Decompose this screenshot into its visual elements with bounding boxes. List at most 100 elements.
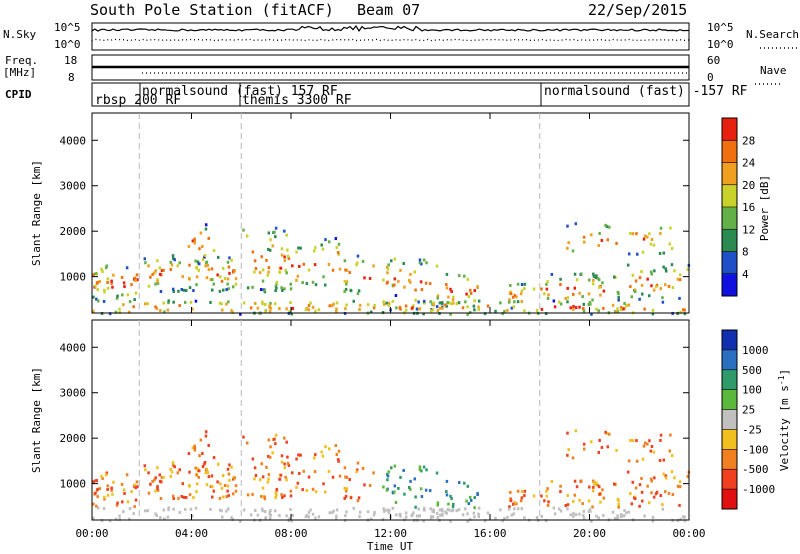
power-echo-cell xyxy=(523,309,526,313)
velocity-echo-cell xyxy=(210,495,214,499)
velocity-echo-cell xyxy=(280,460,284,464)
velocity-echo-cell xyxy=(669,433,672,437)
velocity-echo-cell xyxy=(356,499,360,503)
colorbar-segment xyxy=(722,140,737,163)
velocity-echo-cell xyxy=(473,506,476,510)
velocity-echo-cell xyxy=(647,501,651,505)
velocity-echo-cell xyxy=(465,499,468,503)
power-echo-cell xyxy=(125,266,129,270)
cpid-label: CPID xyxy=(5,88,32,101)
power-echo-cell xyxy=(169,267,173,271)
velocity-echo-cell xyxy=(170,470,174,474)
power-echo-cell xyxy=(612,275,616,279)
mode-boundary-lines xyxy=(138,113,541,520)
velocity-echo-cell xyxy=(650,491,653,495)
power-echo-cell xyxy=(286,248,289,252)
velocity-echo-cell xyxy=(545,489,548,493)
power-echo-cell xyxy=(395,306,398,310)
power-echo-cell xyxy=(435,305,439,309)
velocity-echo-cell xyxy=(295,485,298,489)
power-echo-cell xyxy=(604,223,607,227)
velocity-echo-cell xyxy=(676,484,680,488)
power-echo-cell xyxy=(588,301,592,305)
velocity-echo-cell xyxy=(249,513,253,517)
velocity-echo-cell xyxy=(220,486,224,490)
velocity-y-ticks: 1000 2000 3000 4000 xyxy=(60,341,689,491)
freq-panel: 18 8 60 0 xyxy=(64,54,720,84)
power-echo-cell xyxy=(123,285,126,289)
power-echo-cell xyxy=(133,298,136,302)
power-echo-cell xyxy=(196,260,200,264)
velocity-echo-cell xyxy=(199,438,203,442)
velocity-echo-cell xyxy=(668,449,672,453)
velocity-echo-cell xyxy=(574,513,578,517)
power-echo-cell xyxy=(225,302,228,306)
velocity-echo-cell xyxy=(230,465,233,469)
velocity-echo-cell xyxy=(509,490,512,494)
power-echo-cell xyxy=(520,300,524,304)
velocity-echo-cell xyxy=(207,475,211,479)
velocity-echo-cell xyxy=(146,509,149,513)
velocity-echo-cell xyxy=(273,437,276,441)
velocity-echo-cell xyxy=(296,481,300,485)
power-echo-cell xyxy=(383,302,386,306)
colorbar-tick-label: 100 xyxy=(742,384,762,397)
power-echo-cell xyxy=(417,300,420,304)
power-echo-cell xyxy=(156,259,159,263)
power-echo-cell xyxy=(159,289,163,293)
power-echo-cell xyxy=(507,300,511,304)
velocity-echo-cell xyxy=(578,512,581,516)
power-echo-cell xyxy=(683,312,687,316)
power-echo-cell xyxy=(676,277,680,281)
power-echo-cell xyxy=(267,266,271,270)
power-echo-cell xyxy=(592,278,595,282)
velocity-echo-cell xyxy=(344,475,347,479)
velocity-echo-cell xyxy=(283,494,286,498)
velocity-echo-cell xyxy=(128,507,132,511)
velocity-echo-cell xyxy=(445,490,448,494)
power-echo-cell xyxy=(299,246,302,250)
velocity-echo-cell xyxy=(261,475,265,479)
power-echo-cell xyxy=(251,285,254,289)
power-echo-cell xyxy=(203,253,207,257)
power-echo-cell xyxy=(641,292,644,296)
velocity-echo-cell xyxy=(307,510,311,514)
power-echo-cell xyxy=(156,281,160,285)
velocity-echo-cell xyxy=(441,509,444,513)
velocity-echo-cell xyxy=(638,504,641,508)
power-echo-cell xyxy=(194,299,198,303)
velocity-echo-cell xyxy=(218,496,222,500)
velocity-echo-cell xyxy=(261,486,265,490)
velocity-echo-cell xyxy=(356,461,360,465)
power-echo-cell xyxy=(553,305,557,309)
power-echo-cell xyxy=(651,312,655,316)
velocity-echo-cell xyxy=(201,465,205,469)
velocity-echo-cell xyxy=(134,486,137,490)
cpid-panel: rbsp 200 RF normalsound (fast) 157 RF th… xyxy=(91,82,748,108)
power-echo-cell xyxy=(644,234,647,238)
power-echo-cell xyxy=(122,303,125,307)
power-echo-cell xyxy=(520,283,524,287)
velocity-echo-cell xyxy=(649,477,653,481)
velocity-echo-cell xyxy=(322,482,325,486)
velocity-echo-cell xyxy=(391,490,395,494)
power-echo-cell xyxy=(391,283,395,287)
power-echo-cell xyxy=(411,306,414,310)
power-echo-cell xyxy=(268,303,272,307)
velocity-echo-cell xyxy=(617,502,620,506)
velocity-echo-cell xyxy=(193,446,196,450)
colorbar-tick-label: 8 xyxy=(742,246,749,259)
velocity-echo-cell xyxy=(284,475,287,479)
velocity-echo-cell xyxy=(582,516,586,520)
velocity-echo-cell xyxy=(616,514,619,518)
velocity-echo-cell xyxy=(366,510,370,514)
velocity-echo-cell xyxy=(311,487,315,491)
velocity-echo-cell xyxy=(106,493,110,497)
power-echo-cell xyxy=(640,269,643,273)
velocity-echo-cell xyxy=(429,507,432,511)
power-echo-cell xyxy=(280,247,284,251)
power-echo-cell xyxy=(595,307,598,311)
power-echo-cell xyxy=(393,277,397,281)
velocity-echo-cell xyxy=(604,430,607,434)
power-echo-cell xyxy=(606,238,610,242)
